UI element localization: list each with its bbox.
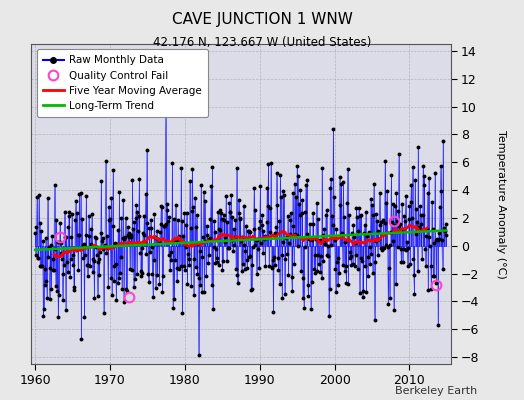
- Text: Berkeley Earth: Berkeley Earth: [395, 386, 477, 396]
- Y-axis label: Temperature Anomaly (°C): Temperature Anomaly (°C): [496, 130, 506, 278]
- Text: CAVE JUNCTION 1 WNW: CAVE JUNCTION 1 WNW: [171, 12, 353, 27]
- Text: 42.176 N, 123.667 W (United States): 42.176 N, 123.667 W (United States): [153, 36, 371, 49]
- Legend: Raw Monthly Data, Quality Control Fail, Five Year Moving Average, Long-Term Tren: Raw Monthly Data, Quality Control Fail, …: [37, 49, 208, 117]
